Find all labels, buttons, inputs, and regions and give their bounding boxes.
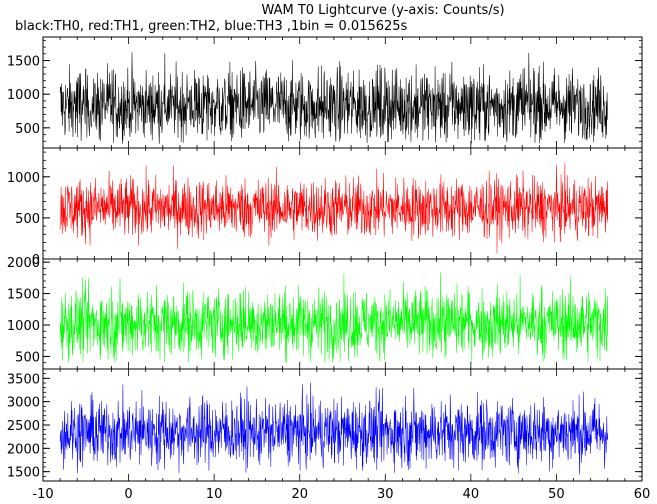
y-tick-label: 1500 bbox=[7, 55, 40, 70]
y-tick-label: 0 bbox=[32, 253, 40, 268]
panels-group: 500 1000 1500 500 1000 500 1000 1500 2000 1500 200… bbox=[7, 36, 643, 482]
x-tick-label: 30 bbox=[377, 487, 394, 502]
series-line-th2 bbox=[59, 272, 609, 363]
panel-th2: 500 1000 1500 2000 bbox=[7, 256, 643, 370]
panel-th0: 500 1000 1500 bbox=[7, 36, 643, 149]
x-tick-label: -10 bbox=[32, 487, 53, 502]
panel-th1: 500 1000 bbox=[7, 147, 643, 260]
y-tick-label: 2500 bbox=[7, 419, 40, 434]
x-tick-label: 50 bbox=[548, 487, 565, 502]
y-tick-label: 1500 bbox=[7, 288, 40, 303]
x-tick-label: 0 bbox=[124, 487, 132, 502]
y-tick-label: 3000 bbox=[7, 396, 40, 411]
panel-th3: 1500 2000 2500 3000 3500 bbox=[7, 368, 643, 482]
y-tick-label: 500 bbox=[15, 122, 40, 137]
x-tick-label: 40 bbox=[463, 487, 480, 502]
y-tick-label: 3500 bbox=[7, 372, 40, 387]
y-tick-label: 2000 bbox=[7, 256, 40, 271]
y-tick-label: 2000 bbox=[7, 442, 40, 457]
series-line-th1 bbox=[59, 163, 609, 254]
series-line-th0 bbox=[59, 52, 609, 144]
y-tick-label: 500 bbox=[15, 350, 40, 365]
y-tick-label: 1000 bbox=[7, 88, 40, 103]
y-tick-label: 1000 bbox=[7, 319, 40, 334]
series-line-th3 bbox=[59, 382, 609, 475]
y-tick-label: 1500 bbox=[7, 466, 40, 481]
x-axis: -10 0 10 20 30 40 50 60 bbox=[32, 487, 650, 502]
chart-subtitle: black:TH0, red:TH1, green:TH2, blue:TH3 … bbox=[15, 19, 408, 34]
x-tick-label: 60 bbox=[634, 487, 651, 502]
x-tick-label: 20 bbox=[291, 487, 308, 502]
y-tick-label: 1000 bbox=[7, 171, 40, 186]
y-tick-label: 500 bbox=[15, 212, 40, 227]
x-tick-label: 10 bbox=[206, 487, 223, 502]
chart-title: WAM T0 Lightcurve (y-axis: Counts/s) bbox=[261, 3, 504, 18]
